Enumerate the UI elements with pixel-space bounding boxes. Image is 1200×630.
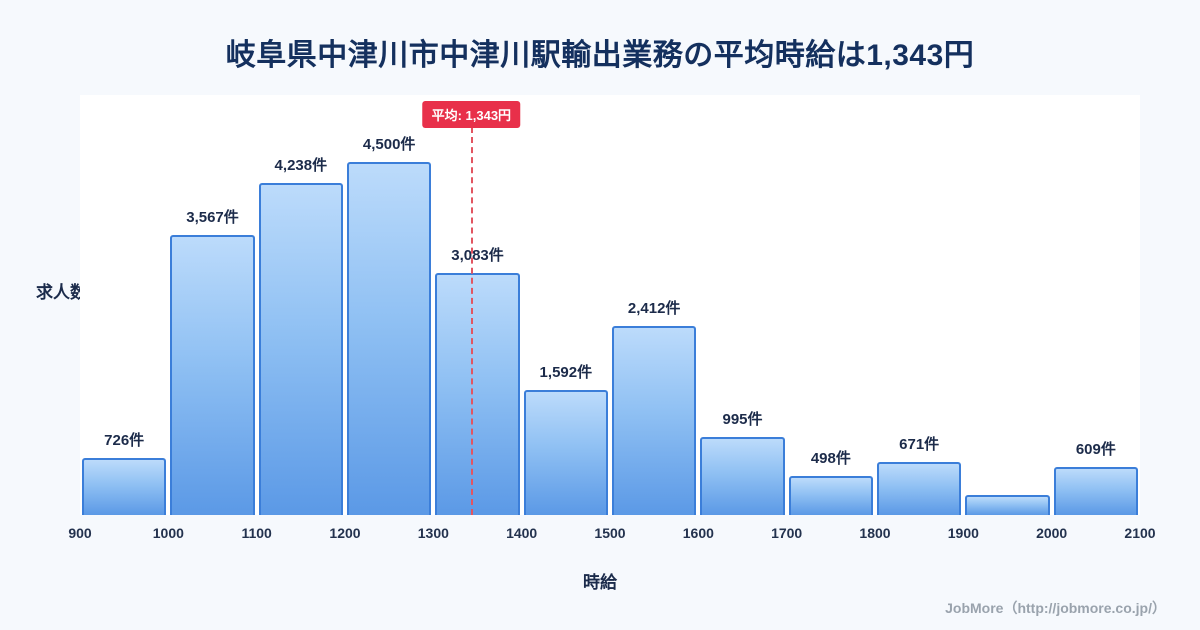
histogram-bar xyxy=(435,273,520,515)
chart-title: 岐阜県中津川市中津川駅輸出業務の平均時給は1,343円 xyxy=(225,39,975,72)
bar-value-label: 671件 xyxy=(899,436,940,453)
x-axis-tick: 1000 xyxy=(152,525,184,541)
histogram-bar xyxy=(82,458,167,515)
histogram-bar xyxy=(788,476,873,515)
histogram-bar xyxy=(965,495,1050,515)
x-axis-tick: 1300 xyxy=(417,525,449,541)
x-axis-label: 時給 xyxy=(583,573,617,592)
x-axis-tick: 1400 xyxy=(506,525,538,541)
bar-value-label: 3,567件 xyxy=(186,209,239,226)
bar-value-label: 995件 xyxy=(722,411,763,428)
bar-value-label: 2,412件 xyxy=(627,300,681,317)
histogram-bar xyxy=(258,183,343,515)
x-axis-tick: 1100 xyxy=(241,525,272,541)
bar-value-label: 726件 xyxy=(104,432,145,449)
y-axis-label: 求人数 xyxy=(36,283,87,302)
histogram-bar xyxy=(612,326,697,515)
bar-value-label: 4,500件 xyxy=(362,136,416,153)
x-axis-tick: 1800 xyxy=(859,525,891,541)
histogram-bar xyxy=(1053,467,1138,515)
bar-value-label: 1,592件 xyxy=(539,364,593,381)
x-axis-tick: 2000 xyxy=(1036,525,1068,541)
histogram-bar xyxy=(877,462,962,515)
x-axis-tick: 1600 xyxy=(682,525,714,541)
histogram-bar xyxy=(347,162,432,515)
histogram-bar xyxy=(523,390,608,515)
footer-credit: JobMore（http://jobmore.co.jp/） xyxy=(945,600,1166,616)
bar-value-label: 3,083件 xyxy=(451,247,504,264)
histogram-bar xyxy=(700,437,785,515)
bar-value-label: 498件 xyxy=(810,450,851,467)
x-axis-tick: 1700 xyxy=(771,525,803,541)
x-axis-tick: 1500 xyxy=(594,525,626,541)
x-axis-tick: 1200 xyxy=(329,525,361,541)
x-axis-tick: 1900 xyxy=(947,525,979,541)
x-axis-tick: 2100 xyxy=(1124,525,1156,541)
histogram-bar xyxy=(170,235,255,515)
average-badge: 平均: 1,343円 xyxy=(422,101,521,128)
bar-value-label: 609件 xyxy=(1075,441,1116,458)
average-line xyxy=(471,127,474,515)
bar-value-label: 4,238件 xyxy=(274,157,328,174)
plot-area: 726件 3,567件 4,238件 4,500件 3,083件 1,592件 2,412件… xyxy=(68,95,1156,541)
x-axis-tick: 900 xyxy=(68,525,92,541)
